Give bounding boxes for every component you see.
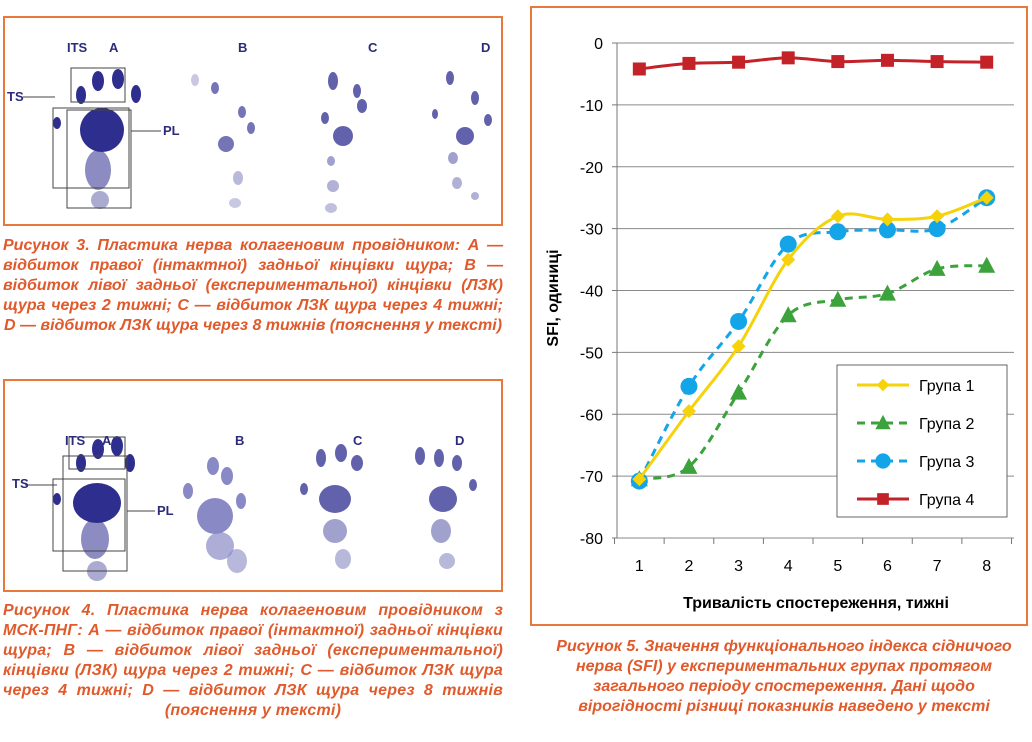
legend-marker [875, 453, 891, 469]
footprint-d [432, 71, 492, 200]
footprint-a [53, 436, 135, 581]
data-point [682, 56, 696, 70]
data-point [980, 55, 994, 69]
label-its: ITS [67, 40, 88, 55]
label-d: D [455, 433, 465, 448]
label-ts: TS [7, 89, 24, 104]
data-point [779, 235, 797, 253]
data-point [731, 339, 746, 354]
label-a: A [109, 40, 119, 55]
x-tick-label: 7 [933, 558, 942, 575]
data-point [781, 51, 795, 65]
label-a: A [102, 433, 112, 448]
legend-box [836, 364, 1008, 518]
legend-marker [875, 414, 891, 430]
y-tick-label: -50 [580, 345, 603, 362]
data-point [831, 55, 845, 69]
figure-3-image: ITS A B C D TS PL [3, 16, 503, 226]
label-its: ITS [65, 433, 86, 448]
data-point [632, 62, 646, 76]
data-point [878, 284, 896, 301]
data-point [928, 259, 946, 276]
data-point [781, 252, 796, 267]
label-c: C [368, 40, 378, 55]
footprint-c [300, 444, 363, 569]
x-tick-label: 3 [734, 558, 743, 575]
data-point [978, 256, 996, 273]
label-pl: PL [157, 503, 174, 518]
y-tick-label: -70 [580, 469, 603, 486]
data-point [732, 55, 746, 69]
data-point [779, 306, 797, 323]
data-point [730, 383, 748, 400]
data-point [930, 209, 945, 224]
label-b: B [238, 40, 248, 55]
data-point [878, 221, 896, 239]
footprint-b [183, 457, 247, 573]
x-tick-label: 6 [883, 558, 892, 575]
label-pl: PL [163, 123, 180, 138]
x-axis-label: Тривалість спостереження, тижні [683, 595, 949, 612]
figure-4-image: ITS A B C D TS PL [3, 379, 503, 592]
data-point [829, 290, 847, 307]
data-point [928, 220, 946, 238]
footprint-set-3 [23, 67, 492, 213]
y-tick-label: -80 [580, 531, 603, 548]
footprint-d [415, 447, 477, 569]
legend-label: Група 3 [919, 454, 974, 471]
footprint-b [191, 74, 255, 208]
legend-label: Група 1 [919, 378, 974, 395]
data-point [979, 190, 994, 205]
y-tick-label: 0 [594, 36, 603, 53]
legend-marker [877, 493, 889, 505]
label-b: B [235, 433, 245, 448]
label-c: C [353, 433, 363, 448]
label-d: D [481, 40, 491, 55]
data-point [681, 404, 696, 419]
label-ts: TS [12, 476, 29, 491]
sfi-line-chart: 0 -10 -20 -30 -40 -50 -60 -70 -80 1 2 3 4 5 6 7 8 Група … [545, 36, 1014, 612]
data-point [680, 377, 698, 395]
footprint-a [53, 69, 141, 209]
legend-label: Група 2 [919, 416, 974, 433]
footprint-c [321, 72, 367, 213]
data-point [880, 212, 895, 227]
data-point [829, 223, 847, 241]
x-tick-label: 8 [982, 558, 991, 575]
x-tick-label: 1 [635, 558, 644, 575]
data-point [730, 312, 748, 330]
legend-label: Група 4 [919, 492, 974, 509]
x-tick-label: 2 [685, 558, 694, 575]
data-point [632, 472, 647, 487]
y-tick-label: -30 [580, 222, 603, 239]
y-tick-label: -40 [580, 284, 603, 301]
data-point [930, 55, 944, 69]
series-line [638, 264, 987, 481]
figure-5-caption: Рисунок 5. Значення функціонального інде… [556, 638, 1012, 715]
footprint-set-4 [25, 436, 477, 581]
x-tick-label: 5 [833, 558, 842, 575]
data-point [880, 53, 894, 67]
x-tick-label: 4 [784, 558, 793, 575]
y-tick-label: -20 [580, 160, 603, 177]
data-point [830, 209, 845, 224]
figure-3-caption: Рисунок 3. Пластика нерва колагеновим пр… [3, 237, 503, 334]
figure-4-caption: Рисунок 4. Пластика нерва колагеновим пр… [3, 602, 503, 719]
y-axis-label: SFI, одиниці [545, 249, 562, 346]
y-tick-label: -60 [580, 407, 603, 424]
y-tick-label: -10 [580, 98, 603, 115]
data-point [680, 457, 698, 474]
figure-5-chart-frame: 0 -10 -20 -30 -40 -50 -60 -70 -80 1 2 3 4 5 6 7 8 Група … [530, 6, 1028, 626]
